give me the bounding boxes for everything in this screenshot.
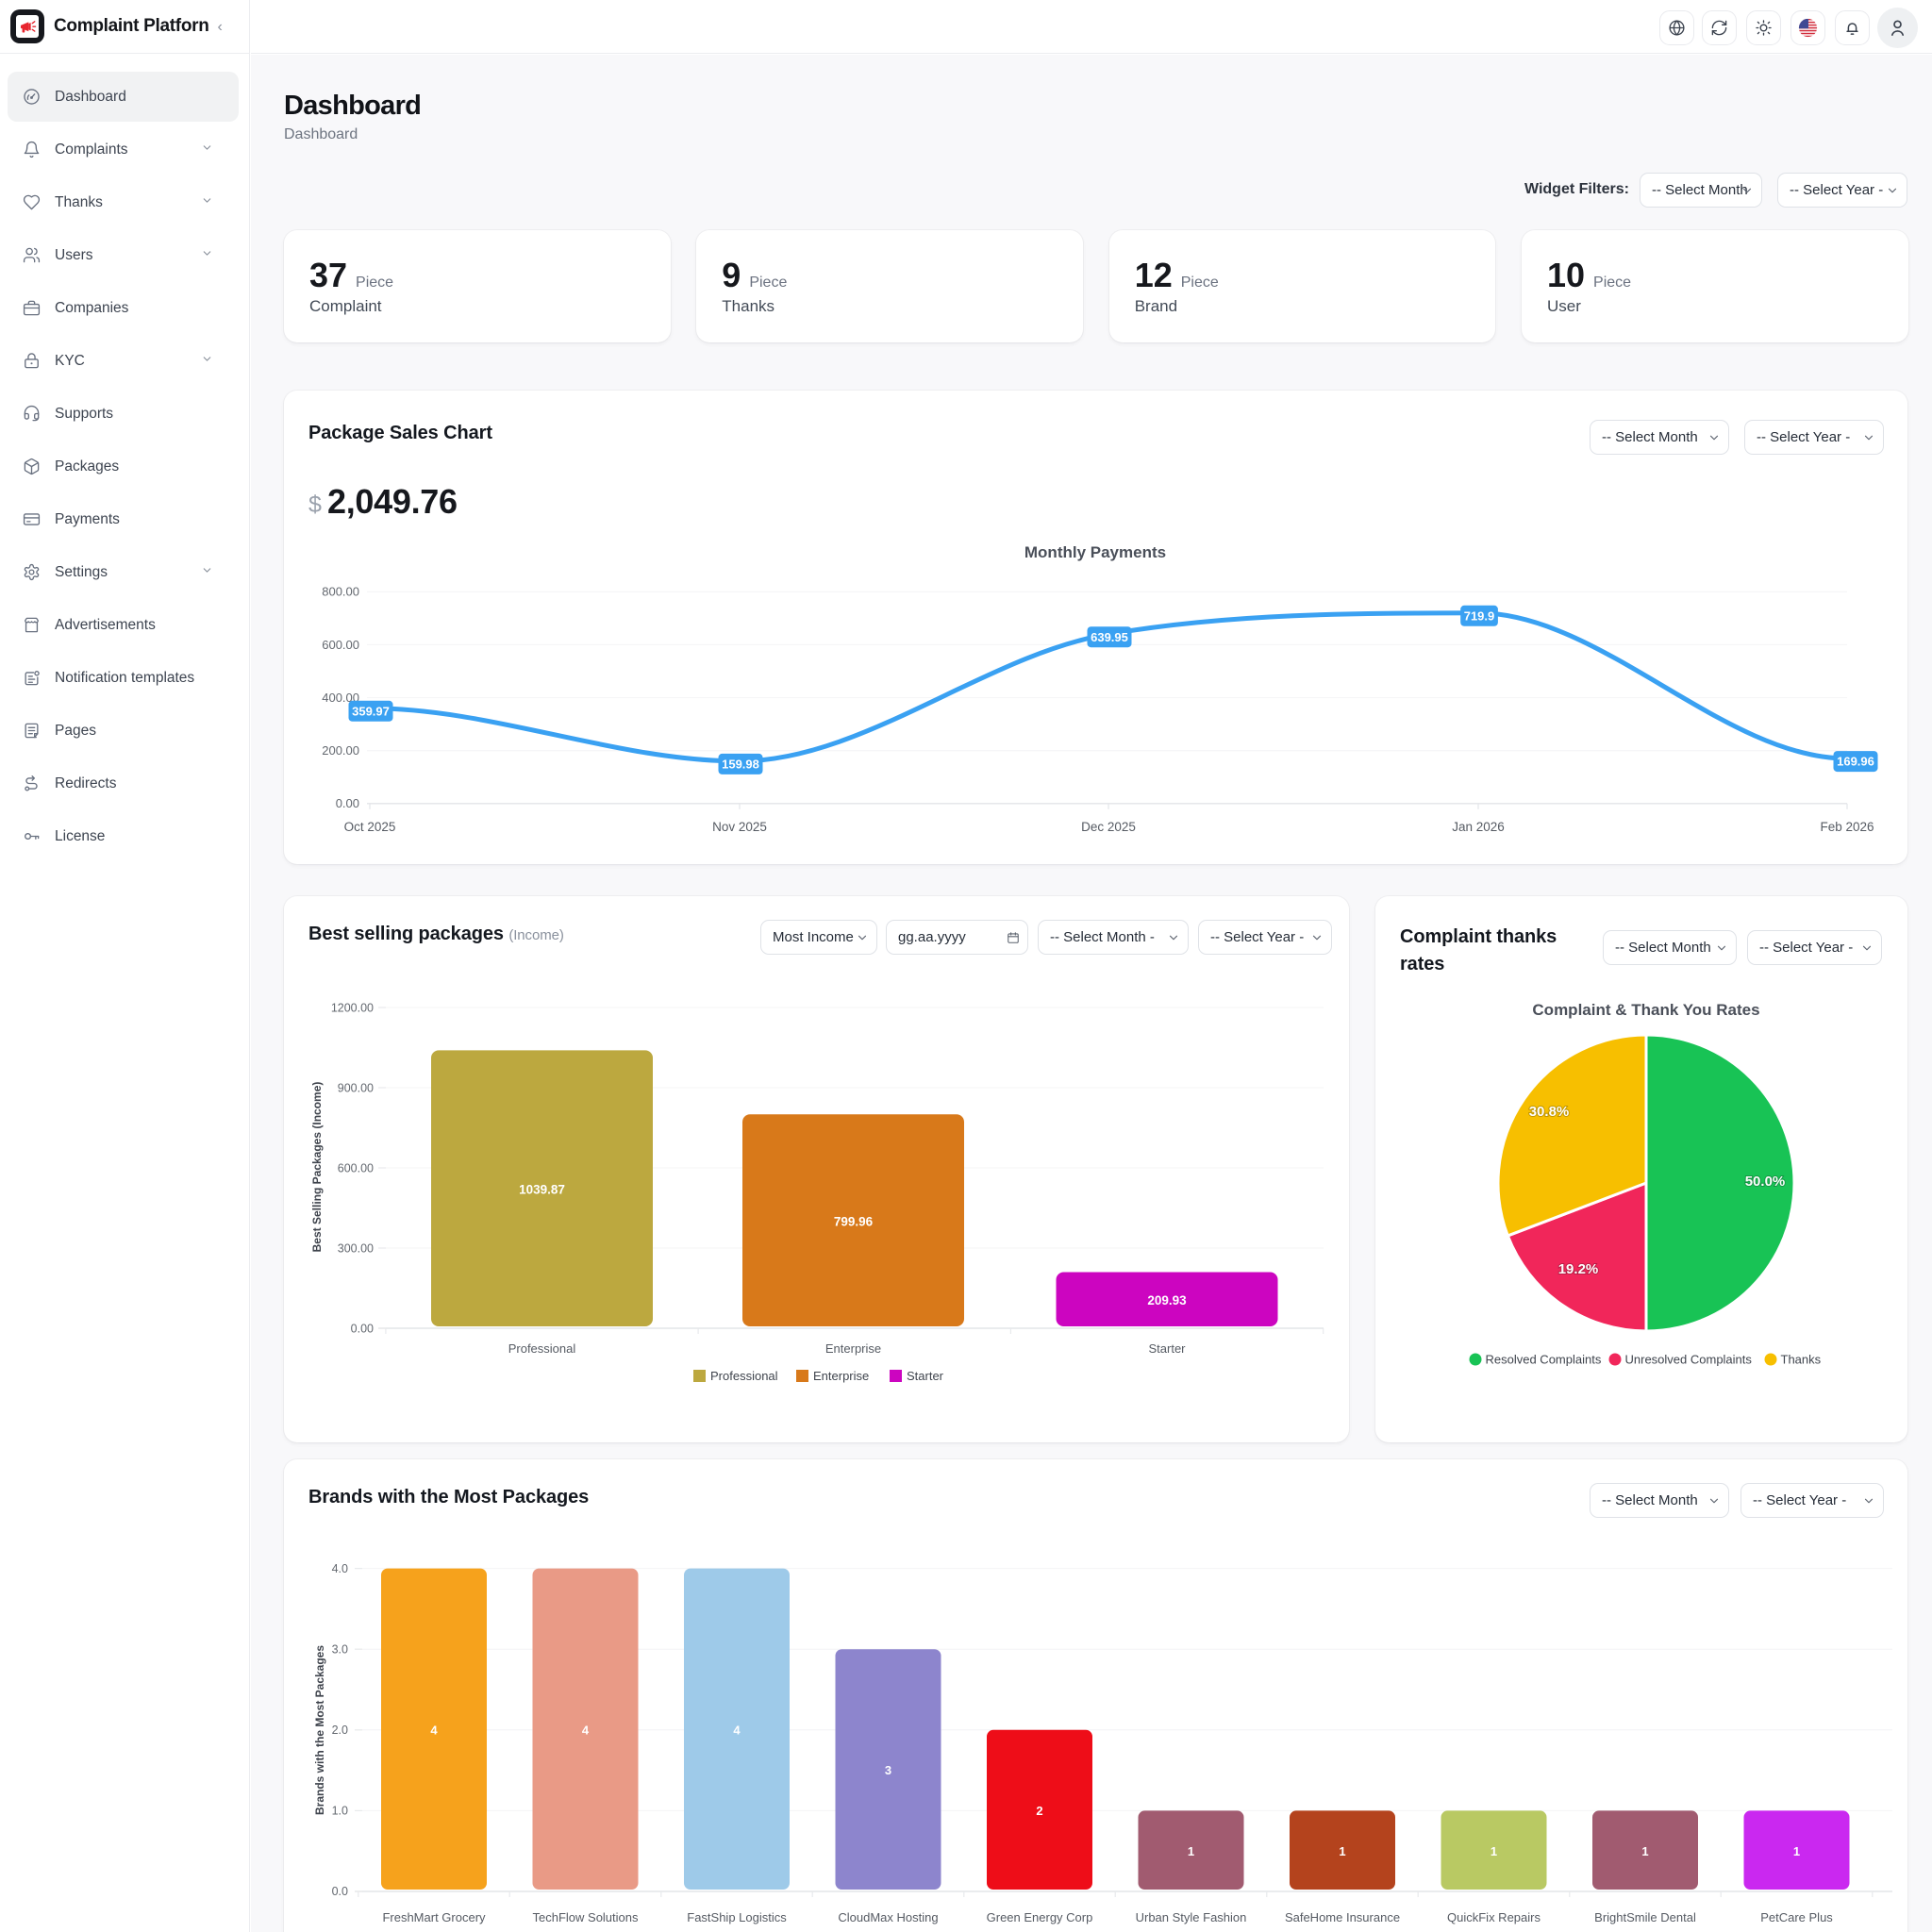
svg-text:799.96: 799.96 bbox=[834, 1215, 874, 1229]
svg-text:0.00: 0.00 bbox=[336, 796, 359, 810]
svg-text:Complaint & Thank You Rates: Complaint & Thank You Rates bbox=[1532, 1001, 1759, 1019]
svg-text:Enterprise: Enterprise bbox=[813, 1369, 869, 1383]
svg-text:1200.00: 1200.00 bbox=[331, 1001, 374, 1014]
svg-text:TechFlow Solutions: TechFlow Solutions bbox=[533, 1910, 639, 1924]
svg-text:600.00: 600.00 bbox=[338, 1161, 374, 1174]
svg-text:QuickFix Repairs: QuickFix Repairs bbox=[1447, 1910, 1541, 1924]
svg-text:2: 2 bbox=[1036, 1804, 1042, 1818]
svg-text:4: 4 bbox=[582, 1723, 590, 1737]
svg-text:Unresolved Complaints: Unresolved Complaints bbox=[1625, 1353, 1753, 1367]
svg-text:4.0: 4.0 bbox=[332, 1562, 348, 1575]
svg-text:1: 1 bbox=[1641, 1844, 1648, 1858]
svg-text:200.00: 200.00 bbox=[322, 743, 359, 758]
svg-text:Jan 2026: Jan 2026 bbox=[1452, 820, 1505, 834]
svg-text:0.00: 0.00 bbox=[351, 1322, 374, 1335]
svg-text:FreshMart Grocery: FreshMart Grocery bbox=[382, 1910, 486, 1924]
svg-text:Oct 2025: Oct 2025 bbox=[344, 820, 396, 834]
svg-text:359.97: 359.97 bbox=[352, 704, 390, 718]
svg-text:Thanks: Thanks bbox=[1781, 1353, 1822, 1367]
svg-text:159.98: 159.98 bbox=[722, 758, 759, 772]
svg-text:Professional: Professional bbox=[508, 1341, 576, 1356]
svg-text:Feb 2026: Feb 2026 bbox=[1820, 820, 1874, 834]
svg-text:600.00: 600.00 bbox=[322, 638, 359, 652]
svg-text:Nov 2025: Nov 2025 bbox=[712, 820, 767, 834]
svg-text:169.96: 169.96 bbox=[1837, 755, 1874, 769]
svg-text:800.00: 800.00 bbox=[322, 585, 359, 599]
svg-text:1.0: 1.0 bbox=[332, 1805, 348, 1818]
svg-text:2.0: 2.0 bbox=[332, 1724, 348, 1737]
svg-text:1: 1 bbox=[1491, 1844, 1497, 1858]
svg-text:50.0%: 50.0% bbox=[1745, 1174, 1786, 1190]
svg-text:Professional: Professional bbox=[710, 1369, 778, 1383]
svg-text:CloudMax Hosting: CloudMax Hosting bbox=[838, 1910, 938, 1924]
svg-text:SafeHome Insurance: SafeHome Insurance bbox=[1285, 1910, 1400, 1924]
svg-text:Best Selling Packages (Income): Best Selling Packages (Income) bbox=[310, 1082, 324, 1253]
svg-text:Starter: Starter bbox=[907, 1369, 944, 1383]
svg-text:300.00: 300.00 bbox=[338, 1241, 374, 1255]
svg-text:1: 1 bbox=[1339, 1844, 1345, 1858]
svg-text:FastShip Logistics: FastShip Logistics bbox=[687, 1910, 787, 1924]
svg-text:Urban Style Fashion: Urban Style Fashion bbox=[1136, 1910, 1247, 1924]
svg-text:Green Energy Corp: Green Energy Corp bbox=[987, 1910, 1093, 1924]
svg-text:1: 1 bbox=[1793, 1844, 1800, 1858]
svg-text:3: 3 bbox=[885, 1763, 891, 1777]
svg-text:Starter: Starter bbox=[1148, 1341, 1186, 1356]
svg-text:4: 4 bbox=[430, 1723, 438, 1737]
svg-text:Monthly Payments: Monthly Payments bbox=[1024, 543, 1166, 561]
svg-text:1: 1 bbox=[1188, 1844, 1194, 1858]
svg-text:BrightSmile Dental: BrightSmile Dental bbox=[1594, 1910, 1696, 1924]
svg-text:19.2%: 19.2% bbox=[1558, 1261, 1599, 1277]
svg-text:Dec 2025: Dec 2025 bbox=[1081, 820, 1136, 834]
svg-text:209.93: 209.93 bbox=[1147, 1293, 1187, 1307]
svg-text:719.9: 719.9 bbox=[1464, 608, 1495, 623]
svg-text:PetCare Plus: PetCare Plus bbox=[1760, 1910, 1833, 1924]
svg-text:1039.87: 1039.87 bbox=[519, 1183, 565, 1197]
svg-text:400.00: 400.00 bbox=[322, 691, 359, 705]
svg-text:639.95: 639.95 bbox=[1091, 630, 1128, 644]
svg-text:900.00: 900.00 bbox=[338, 1081, 374, 1094]
svg-text:Brands with the Most Packages: Brands with the Most Packages bbox=[313, 1645, 326, 1815]
svg-text:4: 4 bbox=[733, 1723, 741, 1737]
svg-text:Enterprise: Enterprise bbox=[825, 1341, 881, 1356]
svg-text:Resolved Complaints: Resolved Complaints bbox=[1486, 1353, 1602, 1367]
svg-text:0.0: 0.0 bbox=[332, 1885, 348, 1898]
svg-text:3.0: 3.0 bbox=[332, 1642, 348, 1656]
svg-text:30.8%: 30.8% bbox=[1529, 1104, 1570, 1120]
